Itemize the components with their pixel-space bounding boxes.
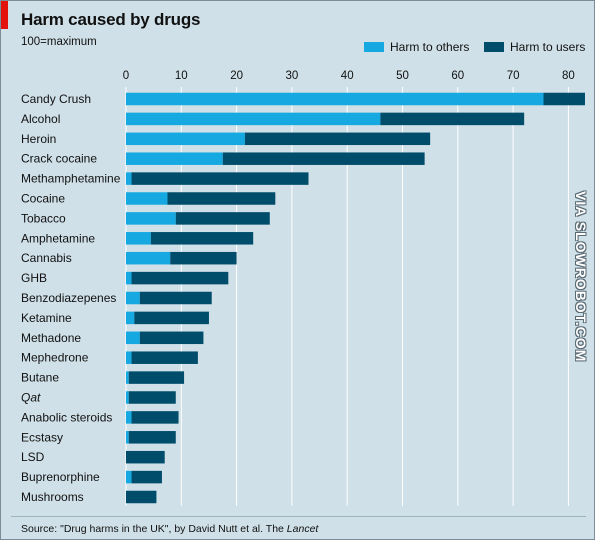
bar-harm-to-users (244, 132, 431, 146)
x-tick-label: 20 (230, 70, 243, 82)
source-prefix: Source: "Drug harms in the UK", by David… (21, 523, 287, 535)
bar-harm-to-others (126, 311, 135, 325)
source-journal: Lancet (286, 523, 319, 535)
bar-harm-to-others (126, 391, 129, 404)
category-label: Anabolic steroids (21, 410, 112, 424)
category-label: Ecstasy (21, 430, 63, 444)
bar-harm-to-users (128, 391, 176, 404)
category-label: Mushrooms (21, 490, 84, 504)
bar-harm-to-others (126, 431, 129, 444)
category-label: Methamphetamine (21, 172, 121, 186)
bar-harm-to-others (126, 251, 171, 265)
bar-harm-to-others (126, 371, 129, 384)
bar-harm-to-users (134, 311, 209, 325)
bar-harm-to-others (126, 331, 140, 345)
category-label: Candy Crush (21, 92, 91, 106)
bar-harm-to-users (170, 251, 237, 265)
bar-harm-to-others (126, 92, 544, 106)
x-tick-label: 40 (341, 70, 354, 82)
chart-subtitle: 100=maximum (21, 36, 97, 48)
x-tick-label: 10 (175, 70, 188, 82)
x-tick-label: 0 (123, 70, 129, 82)
x-tick-label: 30 (286, 70, 299, 82)
bar-harm-to-users (167, 192, 276, 205)
bar-harm-to-users (131, 470, 162, 484)
brand-tab (1, 1, 8, 29)
category-label: Amphetamine (21, 231, 95, 245)
legend-swatch-others (364, 42, 384, 52)
bar-harm-to-others (126, 192, 168, 205)
bar-harm-to-users (128, 371, 185, 384)
source-note: Source: "Drug harms in the UK", by David… (21, 523, 318, 535)
source-divider (11, 516, 586, 517)
category-label: Ketamine (21, 311, 72, 325)
bar-harm-to-users (139, 291, 212, 305)
category-label: Heroin (21, 132, 56, 146)
bar-harm-to-others (126, 291, 140, 305)
legend-label-others: Harm to others (390, 40, 470, 54)
bar-harm-to-others (126, 470, 132, 484)
category-label: Qat (21, 391, 41, 405)
x-tick-label: 60 (451, 70, 464, 82)
category-label: LSD (21, 450, 45, 464)
legend-item-others: Harm to others (364, 40, 469, 54)
legend-label-users: Harm to users (510, 40, 586, 54)
x-tick-label: 80 (562, 70, 575, 82)
category-label: Methadone (21, 331, 81, 345)
bar-harm-to-others (126, 232, 151, 245)
bar-harm-to-users (131, 351, 198, 364)
category-label: Crack cocaine (21, 152, 97, 166)
bar-harm-to-users (131, 271, 229, 285)
category-label: Butane (21, 371, 59, 385)
bar-harm-to-others (126, 152, 223, 165)
bar-harm-to-users (150, 232, 254, 245)
legend-swatch-users (484, 42, 504, 52)
legend-item-users: Harm to users (484, 40, 585, 54)
bar-harm-to-others (126, 411, 132, 424)
bar-harm-to-others (126, 132, 245, 146)
bar-harm-to-others (126, 271, 132, 285)
category-label: Cannabis (21, 251, 72, 265)
bar-harm-to-users (380, 112, 525, 126)
x-tick-label: 70 (507, 70, 520, 82)
chart-title: Harm caused by drugs (21, 10, 201, 29)
bar-harm-to-users (131, 411, 179, 424)
x-tick-label: 50 (396, 70, 409, 82)
bar-harm-to-others (126, 112, 381, 126)
bar-harm-to-users (126, 450, 165, 464)
category-label: Benzodiazepenes (21, 291, 116, 305)
bar-harm-to-others (126, 212, 176, 225)
bar-harm-to-users (139, 331, 204, 345)
watermark: VIA SLOWROBOT.COM (573, 191, 589, 363)
bar-harm-to-users (131, 172, 309, 185)
bar-harm-to-users (222, 152, 425, 165)
bar-harm-to-users (543, 92, 585, 106)
bar-harm-to-others (126, 351, 132, 364)
bar-harm-to-users (175, 212, 270, 225)
category-label: Mephedrone (21, 351, 89, 365)
category-label: Cocaine (21, 192, 65, 206)
bar-harm-to-others (126, 172, 132, 185)
category-label: Tobacco (21, 211, 66, 225)
bar-harm-to-users (128, 431, 176, 444)
bar-harm-to-users (126, 490, 157, 504)
category-label: Buprenorphine (21, 470, 100, 484)
category-label: GHB (21, 271, 47, 285)
category-label: Alcohol (21, 112, 60, 126)
